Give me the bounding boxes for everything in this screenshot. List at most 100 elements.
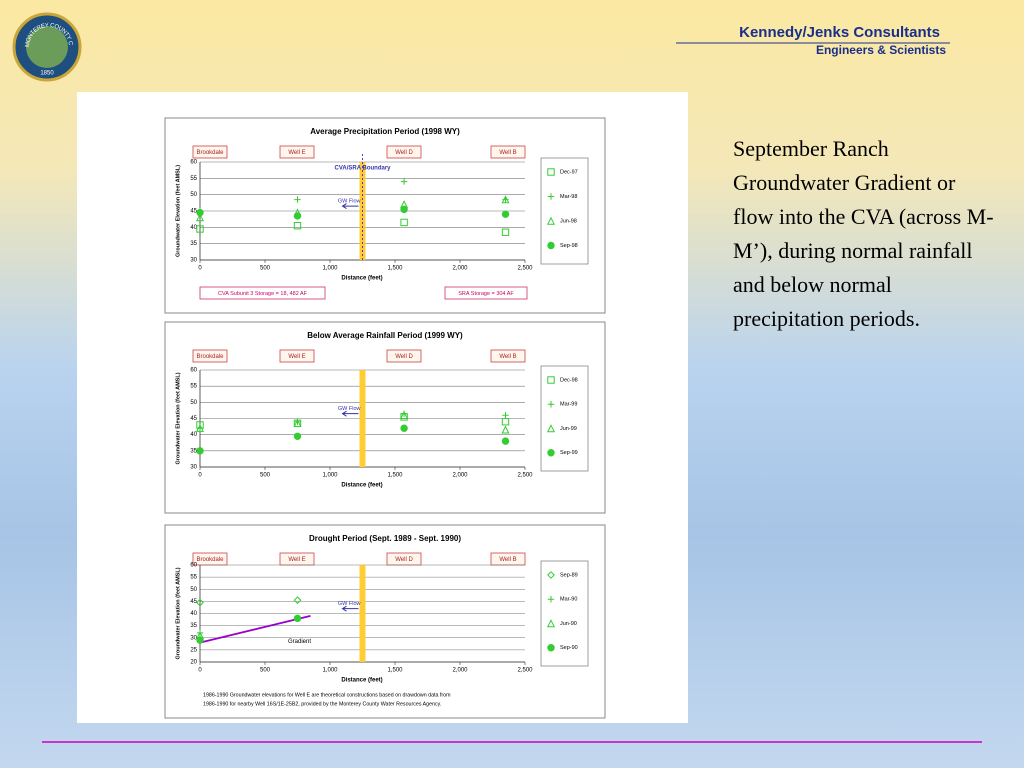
marker <box>547 168 555 176</box>
well-box <box>192 349 228 363</box>
legend-label: Mar-98 <box>560 194 577 200</box>
note-box <box>199 286 326 300</box>
marker <box>195 423 205 432</box>
marker <box>502 412 509 419</box>
x-tick-label: 0 <box>198 266 202 272</box>
marker <box>293 222 302 230</box>
well-box <box>386 145 422 159</box>
legend-label: Jun-99 <box>560 426 577 432</box>
marker <box>195 213 205 222</box>
y-tick-label: 55 <box>190 575 197 581</box>
x-axis-label: Distance (feet) <box>341 678 382 684</box>
chart-panel <box>164 321 606 514</box>
legend-box <box>540 365 589 472</box>
well-box <box>490 145 526 159</box>
y-tick-label: 60 <box>190 160 197 166</box>
y-tick-label: 60 <box>190 563 197 569</box>
marker <box>546 619 556 628</box>
well-label: Well B <box>499 150 516 156</box>
legend-label: Sep-99 <box>560 450 578 456</box>
y-tick-label: 35 <box>190 448 197 454</box>
y-tick-label: 45 <box>190 416 197 422</box>
marker <box>501 195 510 204</box>
marker <box>293 212 302 220</box>
y-tick-label: 40 <box>190 432 197 438</box>
x-tick-label: 2,000 <box>452 473 468 479</box>
marker <box>196 598 204 607</box>
y-tick-label: 35 <box>190 623 197 629</box>
chart-title: Below Average Rainfall Period (1999 WY) <box>307 331 463 340</box>
x-axis-label: Distance (feet) <box>341 483 382 489</box>
y-tick-label: 20 <box>190 660 197 666</box>
x-axis-label: Distance (feet) <box>341 276 382 282</box>
y-tick-label: 50 <box>190 587 197 593</box>
legend-label: Dec-97 <box>560 169 578 175</box>
y-tick-label: 55 <box>190 384 197 390</box>
trend-label: Gradient <box>288 639 311 645</box>
marker <box>294 196 301 203</box>
flow-arrow <box>341 605 359 612</box>
legend-box <box>540 157 589 265</box>
well-label: Well D <box>395 557 413 563</box>
y-tick-label: 30 <box>190 635 197 641</box>
body-text: September Ranch Groundwater Gradient or … <box>733 136 994 331</box>
x-tick-label: 500 <box>260 473 271 479</box>
footnote: 1986-1990 for nearby Well 16S/1E-25B2, p… <box>203 701 441 707</box>
y-tick-label: 40 <box>190 611 197 617</box>
marker <box>196 208 204 217</box>
y-axis-label: Groundwater Elevation (feet AMSL) <box>175 372 181 464</box>
marker <box>547 449 555 457</box>
note-box <box>444 286 528 300</box>
legend-box <box>540 560 589 667</box>
chart-title: Average Precipitation Period (1998 WY) <box>310 127 460 136</box>
legend-label: Sep-98 <box>560 243 578 249</box>
note: SRA Storage = 304 AF <box>458 291 514 297</box>
well-box <box>192 145 228 159</box>
chart-panel <box>164 524 606 719</box>
marker <box>400 178 408 185</box>
y-axis-label: Groundwater Elevation (feet AMSL) <box>175 165 181 257</box>
note: CVA Subunit 3 Storage = 18, 482 AF <box>218 291 308 297</box>
y-tick-label: 40 <box>190 225 197 231</box>
flow-arrow <box>341 203 359 210</box>
y-tick-label: 25 <box>190 647 197 653</box>
y-tick-label: 45 <box>190 599 197 605</box>
x-tick-label: 0 <box>198 473 202 479</box>
well-label: Well D <box>395 150 413 156</box>
flow-label: GW Flow <box>338 199 361 205</box>
x-tick-label: 2,500 <box>517 266 533 272</box>
x-tick-label: 0 <box>198 668 202 674</box>
y-tick-label: 30 <box>190 465 197 471</box>
logo-year: 1850 <box>40 71 54 77</box>
chart-panel <box>164 117 606 314</box>
flow-label: GW Flow <box>338 406 361 412</box>
legend-label: Jun-98 <box>560 218 577 224</box>
x-tick-label: 1,500 <box>387 473 403 479</box>
marker <box>547 401 555 408</box>
marker <box>196 447 204 455</box>
legend-label: Mar-90 <box>560 597 577 603</box>
well-label: Well D <box>395 354 413 360</box>
y-tick-label: 30 <box>190 258 197 264</box>
marker <box>400 218 408 227</box>
boundary-bar <box>359 565 366 662</box>
x-tick-label: 2,000 <box>452 266 468 272</box>
marker <box>293 596 302 605</box>
marker <box>293 614 302 623</box>
marker <box>501 228 510 236</box>
logo-center <box>26 26 68 68</box>
tagline: Engineers & Scientists <box>816 43 946 57</box>
charts: Average Precipitation Period (1998 WY) Br… <box>164 117 606 719</box>
chart-title: Drought Period (Sept. 1989 - Sept. 1990) <box>309 534 461 543</box>
well-box <box>279 349 315 363</box>
flow-label: GW Flow <box>338 601 361 607</box>
legend-label: Mar-99 <box>560 402 577 408</box>
x-tick-label: 1,000 <box>322 668 338 674</box>
y-tick-label: 35 <box>190 241 197 247</box>
marker <box>400 424 408 432</box>
marker <box>546 424 556 433</box>
y-axis-label: Groundwater Elevation (feet AMSL) <box>175 567 181 659</box>
well-label: Well E <box>288 354 305 360</box>
